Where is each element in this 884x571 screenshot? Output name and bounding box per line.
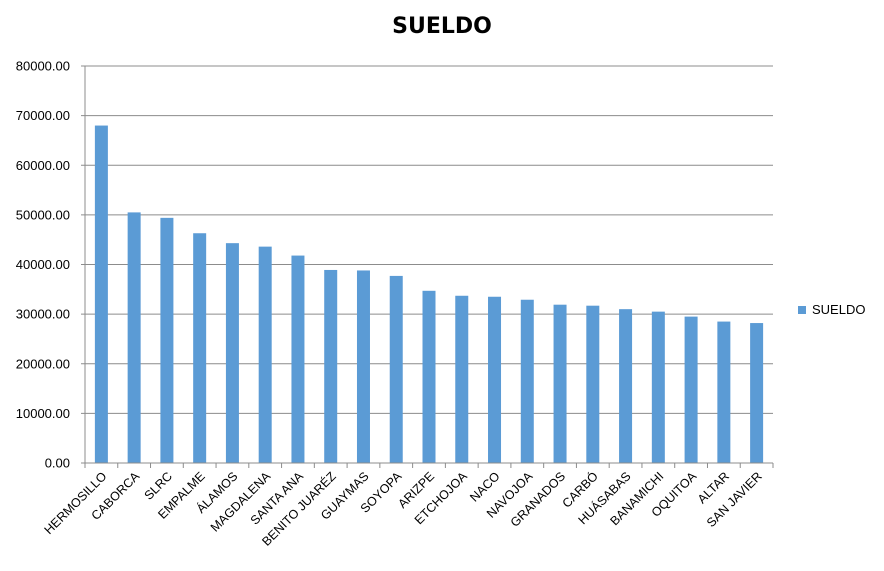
chart-title: SUELDO xyxy=(392,14,492,39)
bar-19 xyxy=(684,316,698,463)
y-tick-label: 20000.00 xyxy=(16,356,70,371)
legend-label: SUELDO xyxy=(812,302,866,317)
bar-12 xyxy=(455,295,469,463)
axes xyxy=(81,65,774,468)
y-tick-labels: 0.00 10000.00 20000.00 30000.00 40000.00 5000… xyxy=(16,59,70,471)
legend: SUELDO xyxy=(798,302,865,317)
bar-16 xyxy=(586,305,600,463)
bar-21 xyxy=(750,323,764,463)
y-tick-label: 10000.00 xyxy=(16,406,70,421)
y-tick-label: 50000.00 xyxy=(16,207,70,222)
bar-5 xyxy=(225,243,239,463)
bar-8 xyxy=(324,269,338,463)
y-tick-label: 80000.00 xyxy=(16,59,70,74)
legend-swatch xyxy=(798,305,806,314)
bar-2 xyxy=(127,212,141,463)
bar-20 xyxy=(717,321,731,463)
bar-15 xyxy=(553,304,567,463)
y-tick-label: 0.00 xyxy=(45,456,70,471)
y-tick-label: 60000.00 xyxy=(16,158,70,173)
bar-3 xyxy=(160,217,174,463)
bar-6 xyxy=(258,246,272,463)
bar-1 xyxy=(94,125,108,464)
bar-14 xyxy=(520,299,534,463)
bar-17 xyxy=(619,309,633,463)
bar-18 xyxy=(651,311,665,463)
bar-13 xyxy=(488,296,502,463)
bar-10 xyxy=(389,275,403,463)
bar-11 xyxy=(422,290,436,463)
y-tick-label: 30000.00 xyxy=(16,307,70,322)
bar-7 xyxy=(291,255,305,463)
bar-4 xyxy=(193,233,207,463)
bars xyxy=(94,125,764,464)
bar-9 xyxy=(356,270,370,463)
y-tick-label: 70000.00 xyxy=(16,108,70,123)
y-tick-label: 40000.00 xyxy=(16,257,70,272)
